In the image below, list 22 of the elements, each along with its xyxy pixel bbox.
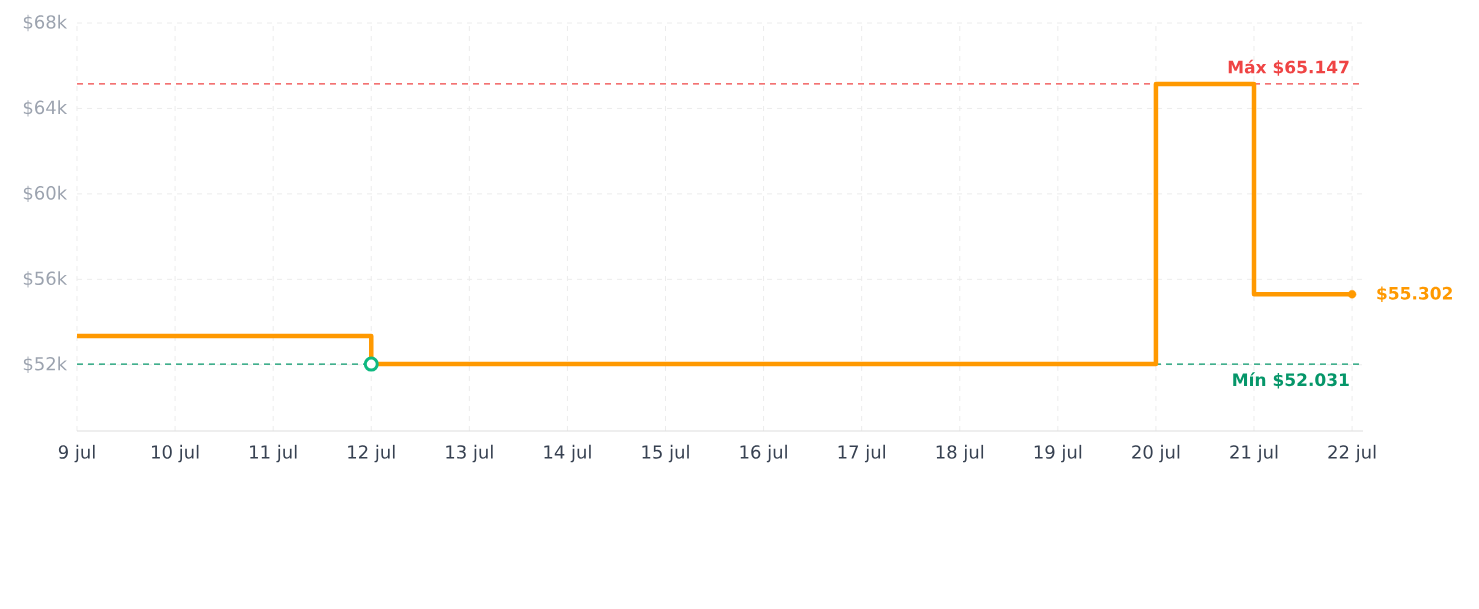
x-tick-label: 18 jul <box>936 444 984 463</box>
y-tick-label: $64k <box>23 100 68 117</box>
x-tick-label: 12 jul <box>348 444 395 463</box>
x-tick-label: 20 jul <box>1132 444 1180 463</box>
ref-line-label: Mín $52.031 <box>1233 372 1349 389</box>
x-tick-label: 13 jul <box>446 444 493 463</box>
x-tick-label: 11 jul <box>250 444 297 463</box>
x-tick-label: 10 jul <box>152 444 199 463</box>
data-label: $55.302 <box>1377 286 1452 302</box>
ref-line-label: Máx $65.147 <box>1228 59 1349 76</box>
x-tick-label: 16 jul <box>740 444 787 463</box>
x-tick-label: 22 jul <box>1328 444 1376 463</box>
x-tick-label: 9 jul <box>58 444 95 463</box>
y-tick-label: $68k <box>23 14 68 32</box>
y-tick-label: $52k <box>23 356 68 373</box>
x-tick-label: 19 jul <box>1034 444 1082 463</box>
y-tick-label: $56k <box>23 271 68 288</box>
y-tick-label: $60k <box>23 185 68 203</box>
x-tick-label: 17 jul <box>838 444 885 463</box>
x-tick-label: 14 jul <box>544 444 591 463</box>
x-tick-label: 15 jul <box>642 444 689 463</box>
x-tick-label: 21 jul <box>1230 444 1278 463</box>
